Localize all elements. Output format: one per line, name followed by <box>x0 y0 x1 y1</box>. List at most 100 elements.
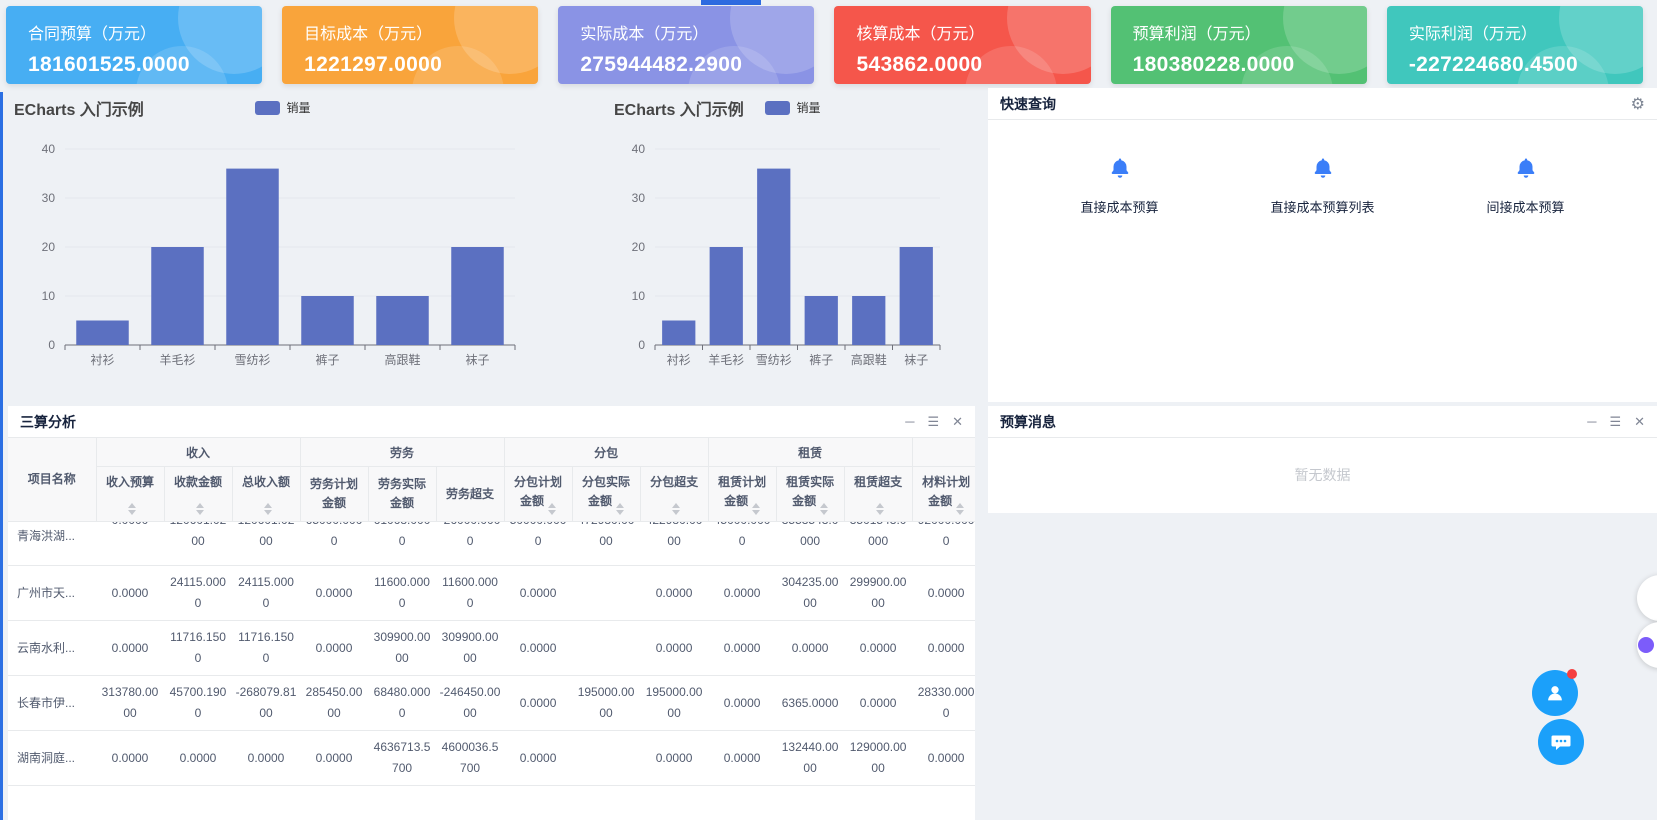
svg-text:羊毛衫: 羊毛衫 <box>708 352 744 367</box>
kpi-title: 实际成本（万元） <box>580 26 709 43</box>
close-icon[interactable]: ✕ <box>1634 414 1645 429</box>
kpi-value: 543862.0000 <box>856 53 983 76</box>
value-cell: 0.0000 <box>708 730 777 786</box>
table-row[interactable]: 青海洪湖...0.0000120601.0200120601.020065000… <box>8 521 975 566</box>
purple-dot-icon <box>1638 637 1654 653</box>
table-row-partial <box>8 786 975 820</box>
table-row[interactable]: 云南水利... 0.0000 11716.1500 11716.1500 0.0000 3… <box>8 620 975 676</box>
value-cell: 0.0000 <box>640 565 709 621</box>
column-header[interactable]: 劳务计划 金额 <box>300 466 369 522</box>
bar-chart-canvas: 0 10 20 30 40 衬衫 羊毛衫 雪纺衫 裤子 高跟鞋 袜子 <box>632 142 941 367</box>
svg-text:袜子: 袜子 <box>465 353 489 367</box>
value-cell: 0.0000 <box>708 565 777 621</box>
kpi-card-actual-profit: 实际利润（万元） -227224680.4500 <box>1386 6 1643 84</box>
menu-icon[interactable]: ☰ <box>1609 414 1622 429</box>
value-cell: 0.0000 <box>776 620 845 676</box>
value-cell: 0.0000 <box>844 620 913 676</box>
notification-badge <box>1567 669 1577 679</box>
kpi-card-contract-budget: 合同预算（万元） 181601525.0000 <box>6 6 263 84</box>
column-header[interactable]: 租赁超支 <box>844 466 913 522</box>
column-header[interactable]: 总收入额 <box>232 466 301 522</box>
value-cell: 45000.0000 <box>708 521 777 566</box>
chart-legend[interactable]: 销量 <box>254 99 311 116</box>
kpi-title: 预算利润（万元） <box>1132 26 1261 43</box>
quick-item-direct-cost-budget[interactable]: 直接成本预算 <box>1045 156 1195 216</box>
close-icon[interactable]: ✕ <box>952 414 963 429</box>
sort-caret[interactable] <box>196 503 204 515</box>
svg-text:衬衫: 衬衫 <box>90 353 114 367</box>
minimize-icon[interactable]: ─ <box>1587 414 1597 429</box>
table-row[interactable]: 长春市伊... 313780.0000 45700.1900 -268079.8100… <box>8 675 975 731</box>
analysis-table-wrap[interactable]: 项目名称 收入 劳务 分包 租赁 收入预算 收款金额 总收入额 劳务计划 金额 劳务实际 金额 劳务超支… <box>8 438 975 820</box>
quick-item-indirect-cost-budget[interactable]: 间接成本预算 <box>1451 156 1601 216</box>
panel-title: 快速查询 <box>1000 95 1056 112</box>
column-header[interactable]: 分包超支 <box>640 466 709 522</box>
sort-caret[interactable] <box>876 503 885 515</box>
svg-text:高跟鞋: 高跟鞋 <box>384 352 420 367</box>
table-row[interactable]: 广州市天... 0.0000 24115.0000 24115.0000 0.0000 1… <box>8 565 975 621</box>
bottom-region: 三算分析 ─ ☰ ✕ 项目名称 收入 劳务 分包 租赁 收入预算 收款金额 总收入额 劳务计划金… <box>0 406 1657 820</box>
table-row[interactable]: 湖南洞庭... 0.0000 0.0000 0.0000 0.0000 4636713.5… <box>8 730 975 786</box>
svg-text:雪纺衫: 雪纺衫 <box>756 353 792 367</box>
quick-query-panel: 快速查询 ⚙ 直接成本预算 直接成本预算列表 间接成本预算 <box>988 88 1657 402</box>
svg-text:袜子: 袜子 <box>904 353 928 367</box>
value-cell: 0.0000 <box>912 620 975 676</box>
kpi-card-target-cost: 目标成本（万元） 1221297.0000 <box>282 6 539 84</box>
value-cell: 65000.0000 <box>300 521 369 566</box>
column-header[interactable]: 材料计划 金额 <box>912 466 975 522</box>
chat-dots-icon <box>1551 735 1571 750</box>
svg-text:裤子: 裤子 <box>809 353 833 367</box>
column-header[interactable]: 劳务超支 <box>436 466 505 522</box>
sort-caret[interactable] <box>128 503 136 515</box>
value-cell: 304235.0000 <box>776 565 845 621</box>
svg-text:30: 30 <box>42 191 56 205</box>
column-header[interactable]: 分包计划 金额 <box>504 466 573 522</box>
column-group-header: 收入 <box>96 438 301 467</box>
value-cell: 0.0000 <box>96 620 164 676</box>
column-header[interactable]: 收款金额 <box>164 466 233 522</box>
value-cell: 0.0000 <box>96 521 164 566</box>
chat-button[interactable] <box>1538 719 1584 765</box>
column-header[interactable]: 劳务实际 金额 <box>368 466 437 522</box>
value-cell: 0.0000 <box>300 730 369 786</box>
value-cell: 472980.0000 <box>572 521 641 566</box>
minimize-icon[interactable]: ─ <box>905 414 915 429</box>
value-cell: 0.0000 <box>504 675 573 731</box>
sort-caret[interactable] <box>752 503 761 515</box>
column-header[interactable]: 租赁实际 金额 <box>776 466 845 522</box>
value-cell: 24115.0000 <box>232 565 301 621</box>
menu-icon[interactable]: ☰ <box>927 414 940 429</box>
gear-icon[interactable]: ⚙ <box>1630 95 1645 113</box>
value-cell: 299900.0000 <box>844 565 913 621</box>
sort-caret[interactable] <box>264 503 273 515</box>
svg-text:羊毛衫: 羊毛衫 <box>159 352 195 367</box>
chart-legend[interactable]: 销量 <box>764 99 821 116</box>
value-cell: 0.0000 <box>96 565 164 621</box>
sort-caret[interactable] <box>956 503 965 515</box>
floating-widget-button[interactable] <box>1637 622 1657 668</box>
sort-caret[interactable] <box>548 503 557 515</box>
column-header[interactable]: 收入预算 <box>96 466 165 522</box>
sort-caret[interactable] <box>672 503 681 515</box>
svg-text:雪纺衫: 雪纺衫 <box>234 353 270 367</box>
legend-label: 销量 <box>796 101 821 115</box>
project-name-cell: 青海洪湖... <box>8 521 96 566</box>
kpi-value: -227224680.4500 <box>1408 53 1578 76</box>
svg-text:10: 10 <box>632 289 646 303</box>
customer-service-button[interactable] <box>1532 669 1578 716</box>
quick-item-label: 间接成本预算 <box>1486 200 1565 215</box>
kpi-title: 实际利润（万元） <box>1408 26 1537 43</box>
value-cell: 4600036.5700 <box>436 730 505 786</box>
quick-item-direct-cost-budget-list[interactable]: 直接成本预算列表 <box>1248 156 1398 216</box>
svg-text:10: 10 <box>42 289 56 303</box>
sort-caret[interactable] <box>820 503 829 515</box>
column-header[interactable]: 分包实际 金额 <box>572 466 641 522</box>
column-header[interactable]: 租赁计划 金额 <box>708 466 777 522</box>
value-cell: 309900.0000 <box>436 620 505 676</box>
legend-swatch <box>764 100 790 115</box>
project-name-cell: 湖南洞庭... <box>8 730 96 786</box>
value-cell: 24115.0000 <box>164 565 232 621</box>
value-cell: 0.0000 <box>640 730 709 786</box>
sort-caret[interactable] <box>616 503 625 515</box>
floating-widget-button[interactable] <box>1637 575 1657 621</box>
